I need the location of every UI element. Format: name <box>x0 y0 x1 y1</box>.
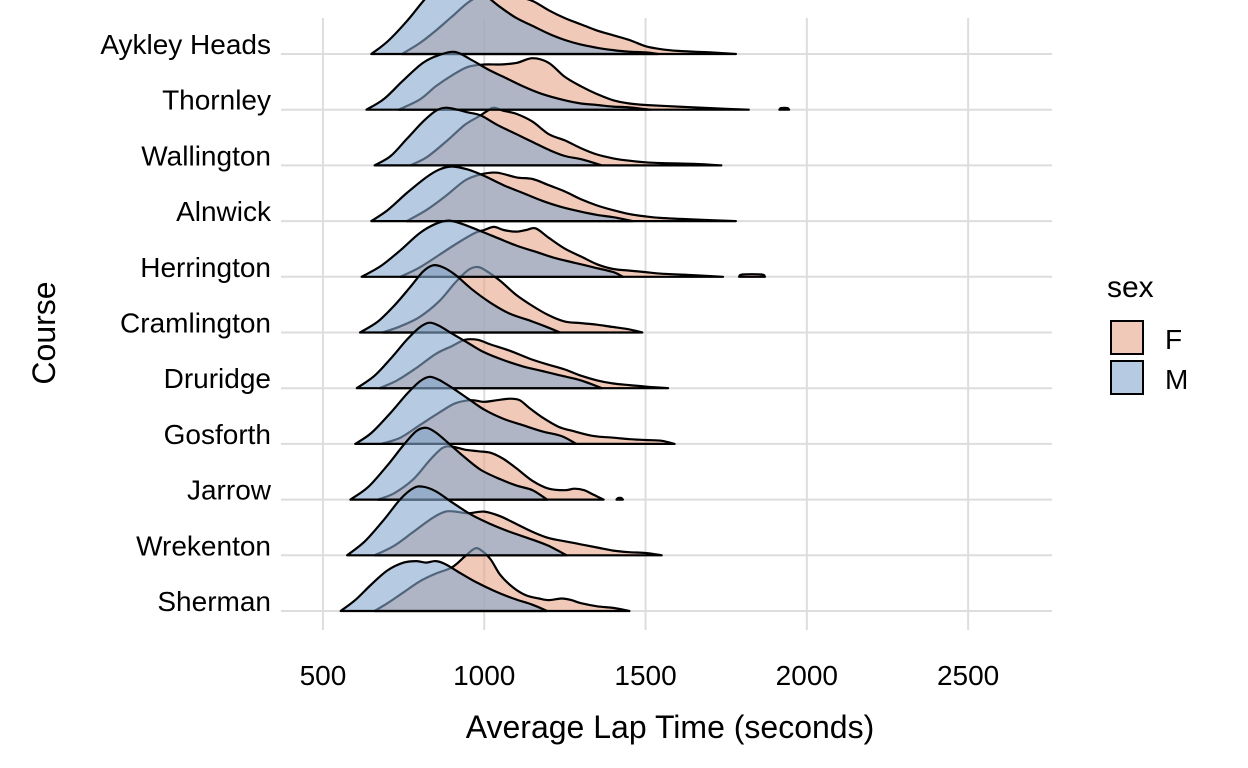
ridge-f-jarrow <box>615 496 624 501</box>
course-label: Herrington <box>140 252 271 283</box>
ridge-m-thornley <box>365 50 652 111</box>
ridge-f-thornley <box>778 106 791 111</box>
x-tick-label: 1500 <box>614 660 676 691</box>
legend-label-f: F <box>1165 324 1182 355</box>
course-label: Cramlington <box>120 308 271 339</box>
x-tick-labels: 500 1000 1500 2000 2500 <box>300 660 1000 691</box>
course-label: Jarrow <box>187 475 272 506</box>
course-label: Wrekenton <box>136 530 271 561</box>
ridge-m-aykley-heads <box>370 0 660 56</box>
legend-label-m: M <box>1165 364 1188 395</box>
ridge-m-jarrow <box>349 426 549 501</box>
course-label: Alnwick <box>176 196 272 227</box>
legend-swatch-f <box>1110 320 1144 355</box>
ridge-m-herrington <box>360 219 624 278</box>
x-tick-label: 1000 <box>453 660 515 691</box>
x-axis-title: Average Lap Time (seconds) <box>466 709 875 745</box>
x-tick-label: 2000 <box>776 660 838 691</box>
x-tick-label: 500 <box>300 660 347 691</box>
legend: sex F M <box>1107 271 1188 395</box>
y-axis-title: Course <box>26 281 62 384</box>
course-label: Aykley Heads <box>100 29 271 60</box>
legend-title: sex <box>1107 271 1154 304</box>
x-tick-label: 2500 <box>937 660 999 691</box>
ridge-m-alnwick <box>370 165 634 223</box>
course-label: Sherman <box>157 586 271 617</box>
ridge-m-wallington <box>373 106 604 167</box>
course-label: Wallington <box>141 140 271 171</box>
course-label: Gosforth <box>164 419 271 450</box>
ridge-m-wrekenton <box>346 485 568 557</box>
legend-swatch-m <box>1110 360 1144 395</box>
ridge-m-druridge <box>355 321 604 390</box>
course-labels: Aykley Heads Thornley Wallington Alnwick Her… <box>100 29 272 617</box>
ridge-m-sherman <box>339 559 549 613</box>
ridge-m-gosforth <box>354 375 578 445</box>
ridge-m-cramlington <box>358 263 562 334</box>
course-label: Thornley <box>162 85 271 116</box>
course-label: Druridge <box>164 363 271 394</box>
ridge-layer <box>339 0 791 613</box>
ridge-f-herrington <box>738 273 766 278</box>
